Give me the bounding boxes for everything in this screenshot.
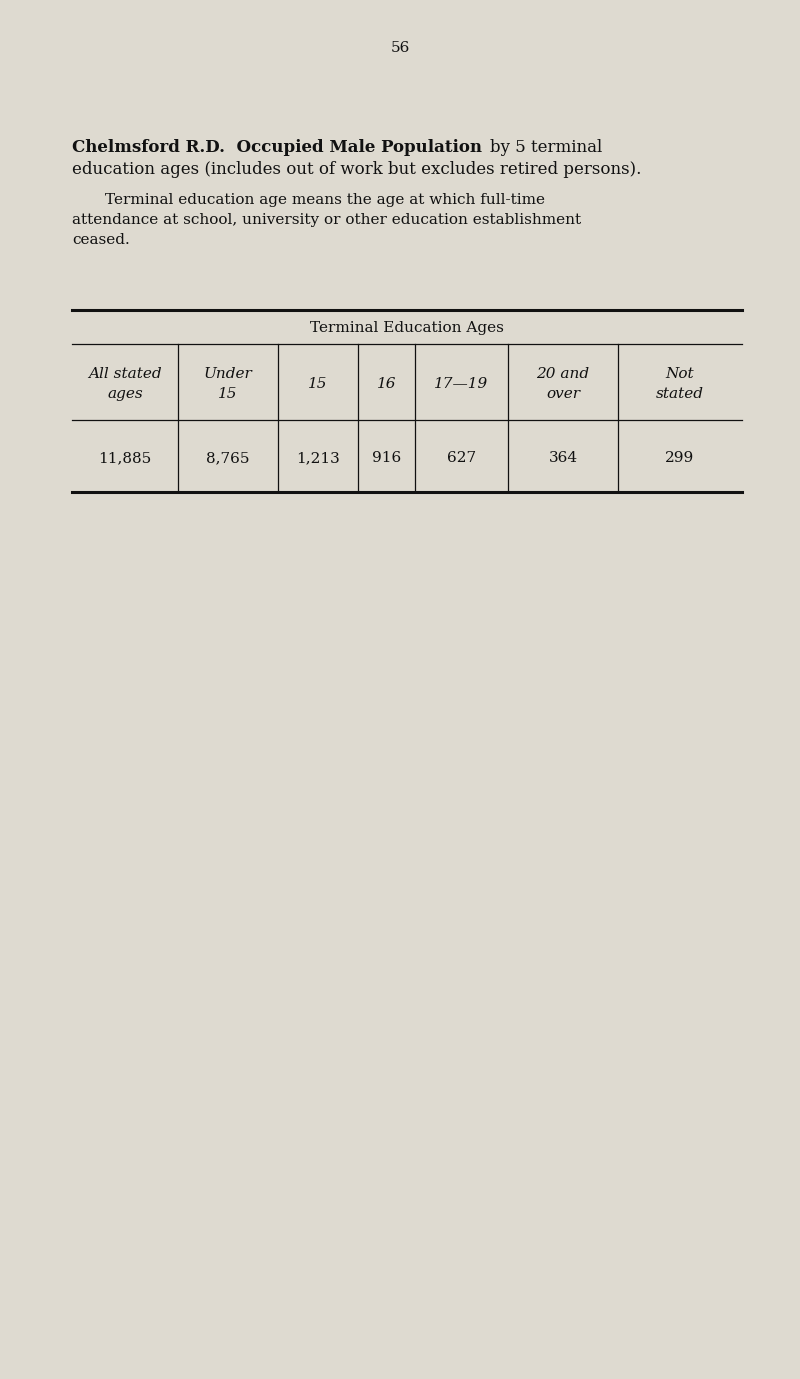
Text: over: over	[546, 387, 580, 401]
Text: ceased.: ceased.	[72, 233, 130, 247]
Text: 299: 299	[666, 451, 694, 465]
Text: Under: Under	[204, 367, 252, 381]
Text: stated: stated	[656, 387, 704, 401]
Text: ages: ages	[107, 387, 143, 401]
Text: 364: 364	[549, 451, 578, 465]
Text: Terminal Education Ages: Terminal Education Ages	[310, 321, 504, 335]
Text: Not: Not	[666, 367, 694, 381]
Text: 1,213: 1,213	[296, 451, 340, 465]
Text: 15: 15	[308, 376, 328, 392]
Text: All stated: All stated	[88, 367, 162, 381]
Text: 17—19: 17—19	[434, 376, 489, 392]
Text: 16: 16	[377, 376, 396, 392]
Text: 916: 916	[372, 451, 401, 465]
Text: 11,885: 11,885	[98, 451, 152, 465]
Text: Terminal education age means the age at which full-time: Terminal education age means the age at …	[105, 193, 545, 207]
Text: 8,765: 8,765	[206, 451, 250, 465]
Text: 627: 627	[447, 451, 476, 465]
Text: by 5 terminal: by 5 terminal	[490, 139, 602, 156]
Text: Chelmsford R.D.  Occupied Male Population: Chelmsford R.D. Occupied Male Population	[72, 139, 482, 156]
Text: 15: 15	[218, 387, 238, 401]
Text: attendance at school, university or other education establishment: attendance at school, university or othe…	[72, 212, 581, 228]
Text: education ages (includes out of work but excludes retired persons).: education ages (includes out of work but…	[72, 160, 642, 178]
Text: 20 and: 20 and	[537, 367, 590, 381]
Text: 56: 56	[390, 41, 410, 55]
